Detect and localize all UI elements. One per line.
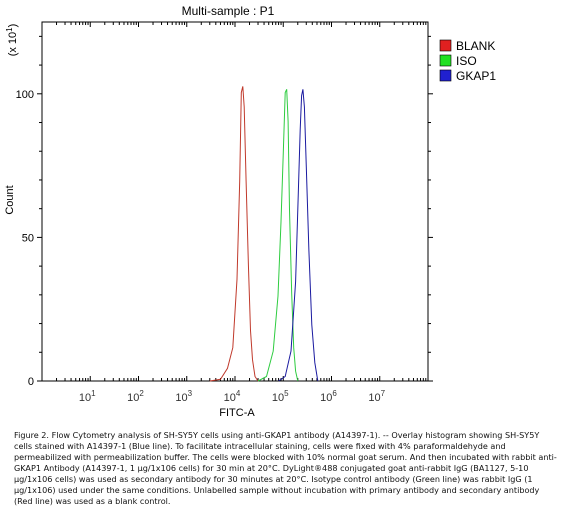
x-tick-base: 10 [175,392,187,404]
y-tick-label: 50 [22,232,34,244]
legend-swatch-blank [439,39,452,52]
x-tick-label: 104 [224,389,241,404]
x-tick-exponent: 5 [284,389,289,398]
x-tick-label: 102 [127,389,144,404]
y-tick-label: 100 [16,89,34,101]
x-tick-base: 10 [272,392,284,404]
y-tick-label: 0 [28,376,34,388]
series-line-iso [257,89,299,382]
y-axis-multiplier: (x 101) [5,24,19,57]
x-tick-label: 105 [272,389,289,404]
x-tick-label: 106 [320,389,337,404]
x-tick-exponent: 6 [332,389,337,398]
legend-swatch-iso [439,54,452,67]
x-tick-label: 103 [175,389,192,404]
x-tick-exponent: 2 [139,389,144,398]
legend-swatch-gkap1 [439,69,452,82]
x-tick-base: 10 [224,392,236,404]
x-tick-label: 101 [79,389,96,404]
plot-frame [41,21,429,382]
histogram-series [209,86,319,382]
plot-area [41,21,429,382]
series-line-gkap1 [278,89,319,382]
x-axis-label: FITC-A [219,407,255,419]
x-tick-base: 10 [79,392,91,404]
x-tick-exponent: 4 [236,389,241,398]
x-tick-exponent: 1 [91,389,96,398]
x-tick-label: 107 [368,389,385,404]
y-axis-label: Count [4,185,16,214]
x-tick-exponent: 3 [188,389,193,398]
x-tick-base: 10 [127,392,139,404]
x-tick-base: 10 [320,392,332,404]
chart-title: Multi-sample : P1 [182,4,275,18]
y-multiplier-close: ) [7,24,19,28]
x-tick-base: 10 [368,392,380,404]
legend-label-iso: ISO [456,54,477,68]
y-multiplier-exponent: 1 [5,27,14,32]
legend-label-gkap1: GKAP1 [456,69,496,83]
figure-caption: Figure 2. Flow Cytometry analysis of SH-… [14,430,557,506]
y-multiplier-base: (x 10 [7,32,19,56]
legend-label-blank: BLANK [456,39,495,53]
flow-cytometry-histogram: Multi-sample : P1 (x 101) Count FITC-A 1… [4,4,496,419]
x-tick-exponent: 7 [381,389,386,398]
series-line-blank [209,86,259,382]
